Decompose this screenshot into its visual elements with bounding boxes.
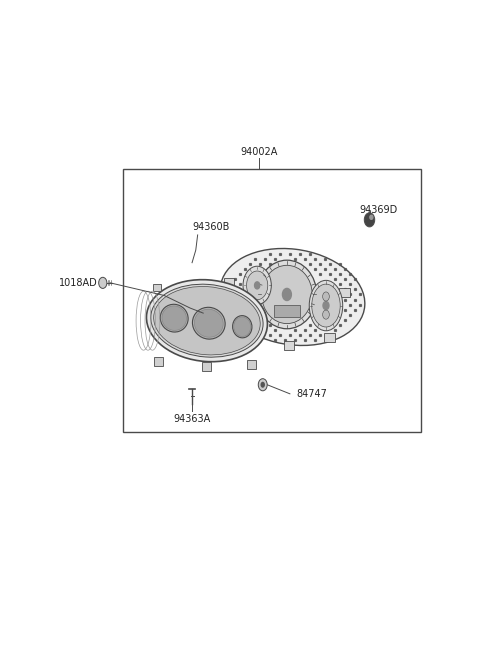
- Bar: [154, 357, 163, 366]
- Ellipse shape: [160, 305, 188, 332]
- Circle shape: [370, 215, 373, 219]
- Circle shape: [323, 292, 329, 301]
- Bar: [203, 362, 211, 371]
- Circle shape: [243, 266, 271, 305]
- Circle shape: [323, 301, 329, 310]
- Bar: [284, 341, 294, 350]
- Ellipse shape: [262, 265, 312, 324]
- Bar: [235, 336, 246, 345]
- Ellipse shape: [234, 317, 251, 337]
- Bar: [324, 333, 335, 343]
- Circle shape: [247, 271, 268, 300]
- Text: 94363A: 94363A: [173, 414, 211, 424]
- Ellipse shape: [146, 280, 267, 362]
- Ellipse shape: [151, 284, 263, 357]
- Text: 94369D: 94369D: [360, 205, 398, 215]
- Ellipse shape: [154, 286, 260, 355]
- Text: 84747: 84747: [296, 389, 327, 399]
- Ellipse shape: [309, 280, 343, 331]
- Text: 94360B: 94360B: [192, 223, 229, 233]
- Circle shape: [254, 282, 260, 289]
- Circle shape: [99, 277, 107, 288]
- Bar: [153, 284, 161, 291]
- Circle shape: [364, 213, 375, 227]
- Ellipse shape: [194, 309, 223, 337]
- Ellipse shape: [257, 260, 317, 329]
- Circle shape: [323, 310, 329, 319]
- Bar: [247, 360, 256, 369]
- Text: 1018AD: 1018AD: [59, 278, 98, 288]
- Ellipse shape: [312, 284, 340, 327]
- Bar: [339, 288, 350, 297]
- Text: 94002A: 94002A: [240, 147, 278, 157]
- Circle shape: [258, 379, 267, 391]
- Circle shape: [261, 382, 265, 388]
- Ellipse shape: [220, 248, 365, 345]
- Ellipse shape: [233, 316, 252, 338]
- Bar: [274, 305, 300, 317]
- Bar: [224, 278, 234, 287]
- Ellipse shape: [192, 307, 225, 339]
- Circle shape: [282, 288, 291, 301]
- Ellipse shape: [162, 306, 186, 330]
- Bar: [123, 170, 421, 432]
